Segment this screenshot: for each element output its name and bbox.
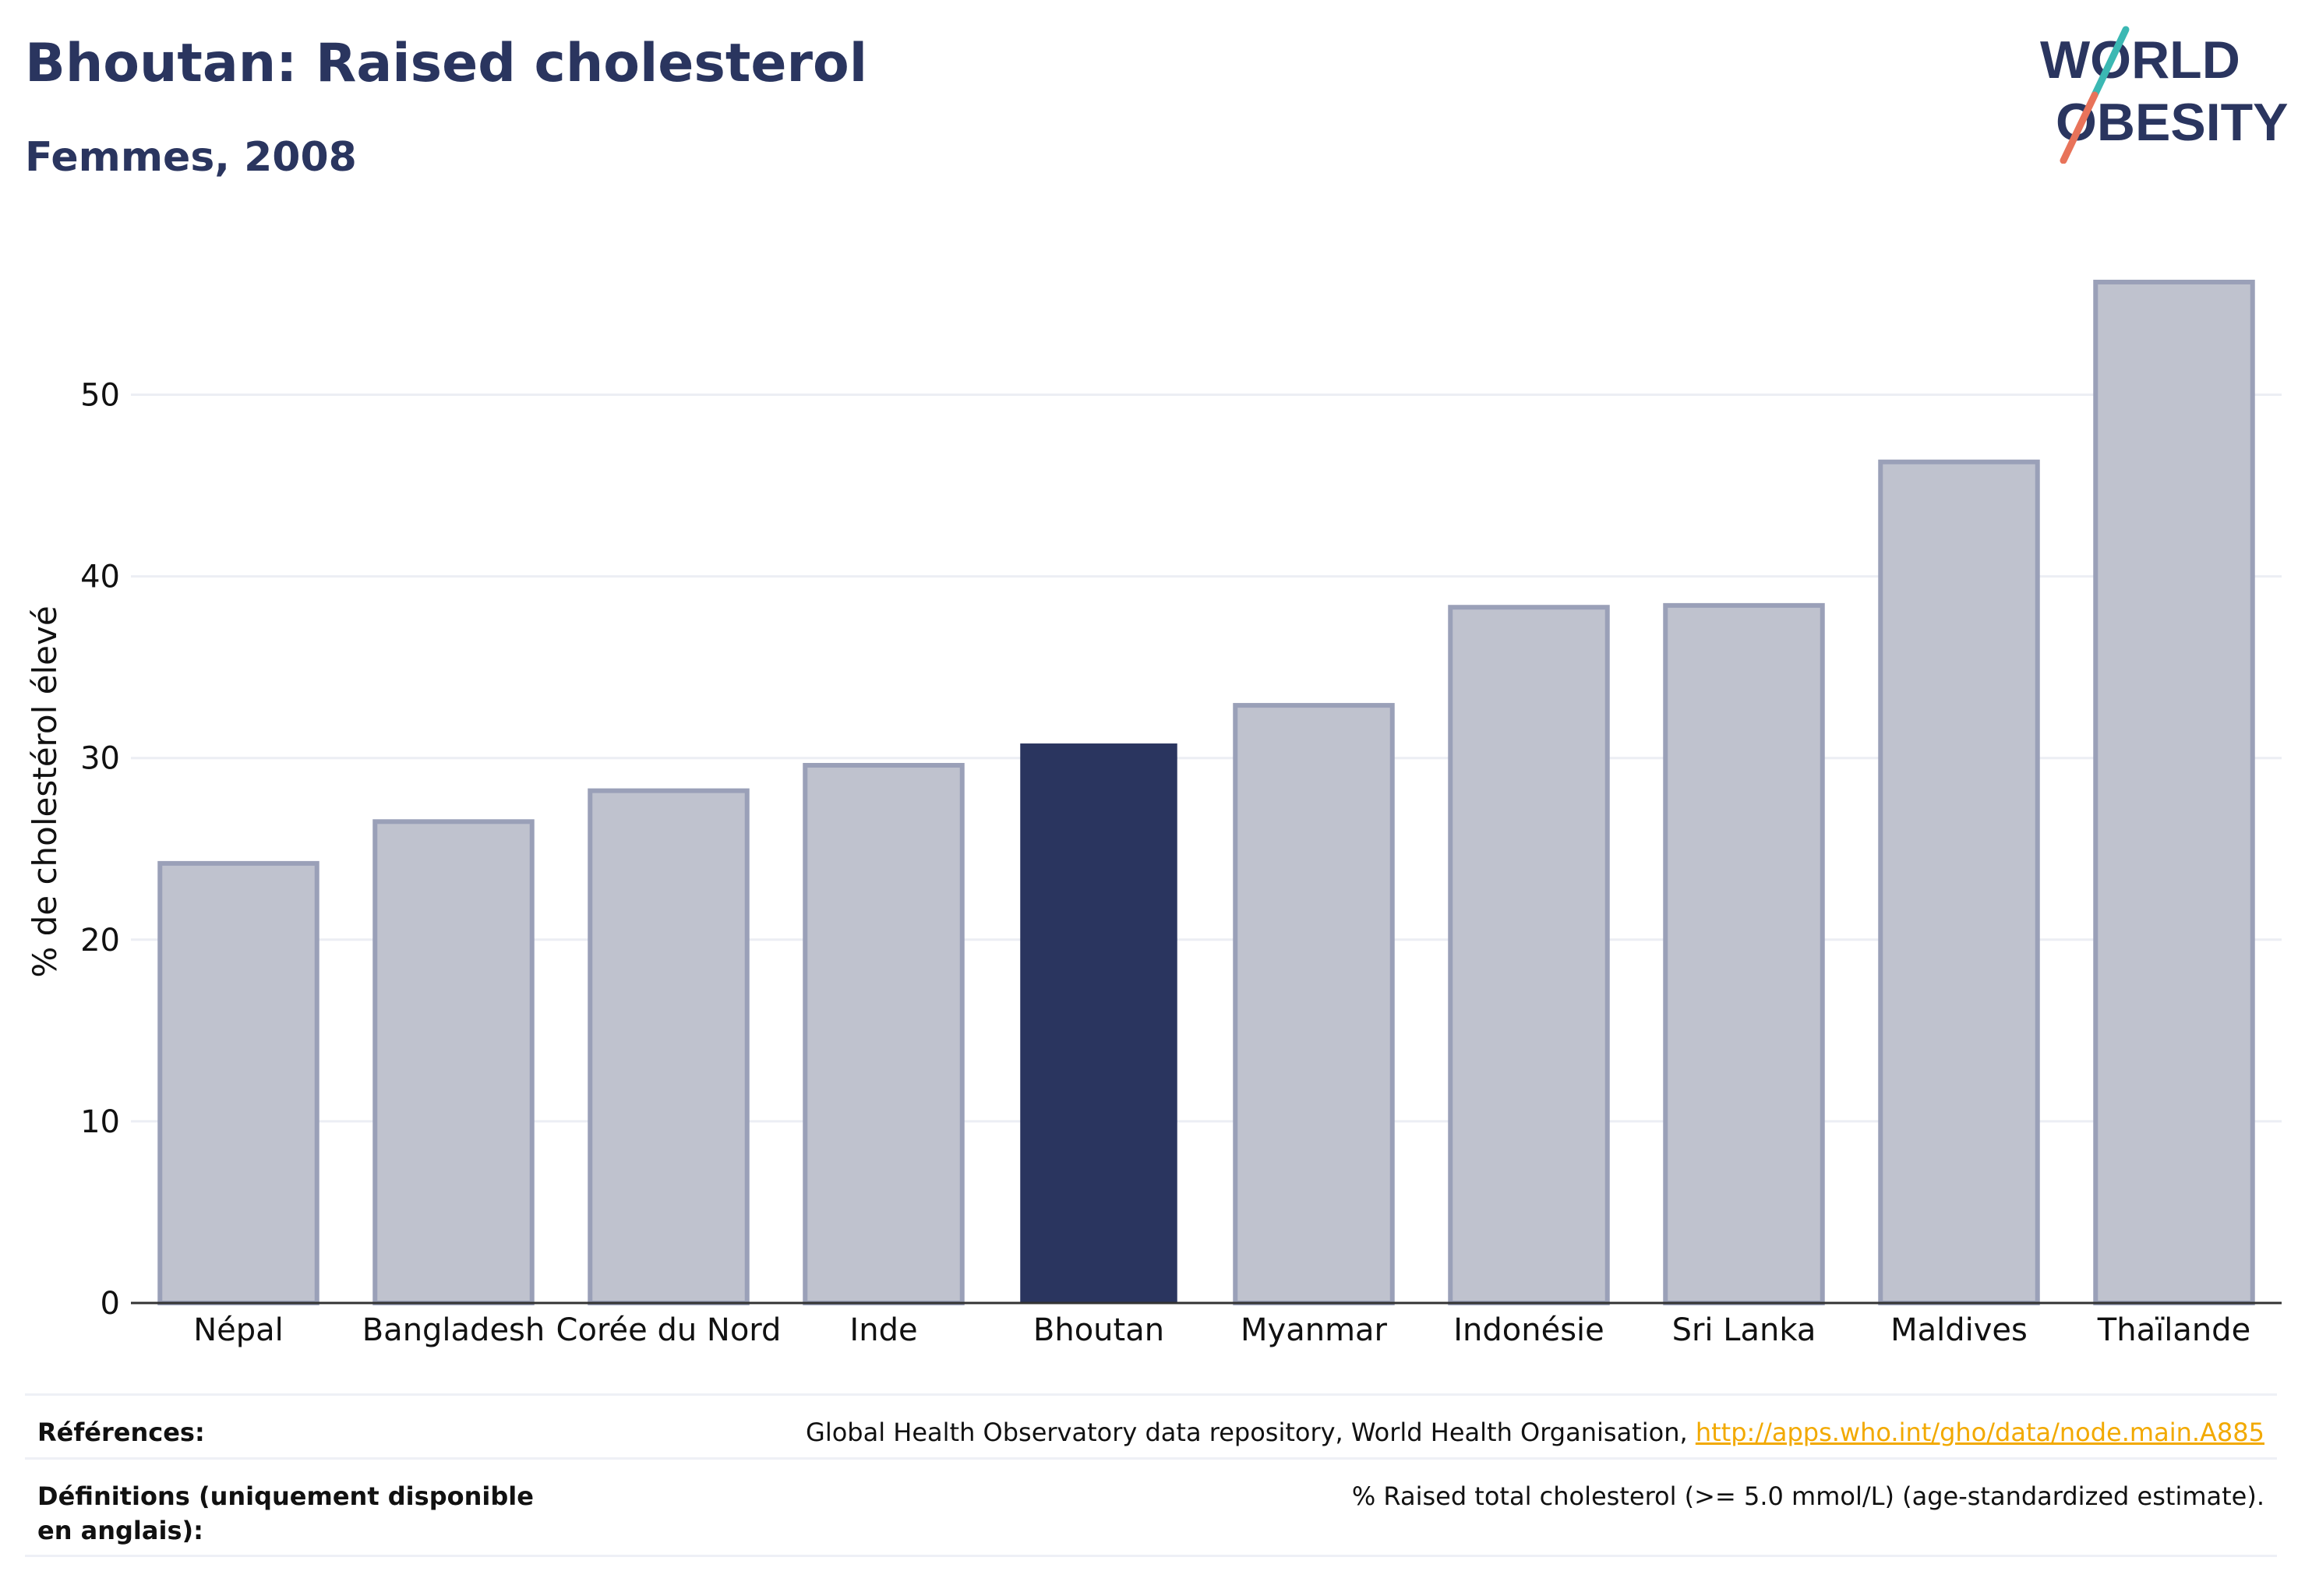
chart-subtitle: Femmes, 2008	[25, 134, 357, 181]
logo-line1: WORLD	[2040, 30, 2240, 90]
bar-bangladesh	[372, 819, 535, 1305]
world-obesity-logo: WORLD OBESITY	[2040, 26, 2289, 164]
x-category-label: Myanmar	[1241, 1312, 1388, 1348]
bar-cor-e-du-nord	[588, 788, 750, 1305]
bar-chart: 0 10 20 30 40 50 Népal Bangladesh Corée du Nord…	[26, 279, 2282, 1348]
bar-myanmar	[1233, 703, 1395, 1305]
bar-inde	[803, 763, 965, 1305]
x-category-label: Thaïlande	[2097, 1312, 2250, 1348]
references-value: Global Health Observatory data repositor…	[806, 1415, 2264, 1449]
y-axis-title: % de cholestérol élevé	[26, 606, 64, 977]
footer-divider-middle	[25, 1457, 2277, 1460]
y-tick-label: 10	[80, 1104, 120, 1140]
definitions-label: Définitions (uniquement disponible en an…	[37, 1481, 534, 1545]
x-axis-categories: Népal Bangladesh Corée du Nord Inde Bhoutan M…	[193, 1312, 2250, 1348]
logo-slash-coral	[2060, 91, 2099, 164]
y-tick-label: 50	[80, 377, 120, 413]
references-label: Références:	[37, 1418, 205, 1447]
x-category-label: Indonésie	[1453, 1312, 1604, 1348]
y-tick-label: 40	[80, 560, 120, 595]
x-category-label: Bangladesh	[362, 1312, 545, 1348]
definitions-value: % Raised total cholesterol (>= 5.0 mmol/…	[1351, 1481, 2264, 1511]
x-category-label: Corée du Nord	[556, 1312, 782, 1348]
bar-maldives	[1878, 459, 2040, 1305]
bars	[157, 279, 2255, 1305]
footer-divider-bottom	[25, 1555, 2277, 1557]
x-category-label: Sri Lanka	[1672, 1312, 1816, 1348]
x-category-label: Bhoutan	[1033, 1312, 1164, 1348]
bar-sri-lanka	[1663, 602, 1825, 1305]
references-text: Global Health Observatory data repositor…	[806, 1418, 1696, 1447]
logo-slash-teal	[2091, 26, 2130, 99]
bar-n-pal	[157, 860, 319, 1305]
y-axis-ticks: 0 10 20 30 40 50	[80, 377, 120, 1322]
bar-indon-sie	[1448, 605, 1610, 1305]
references-link[interactable]: http://apps.who.int/gho/data/node.main.A…	[1695, 1418, 2264, 1447]
bar-bhoutan	[1020, 743, 1177, 1303]
chart-title: Bhoutan: Raised cholesterol	[25, 33, 868, 94]
x-category-label: Népal	[193, 1312, 284, 1348]
x-category-label: Maldives	[1890, 1312, 2028, 1348]
y-tick-label: 30	[80, 741, 120, 777]
bar-tha-lande	[2093, 279, 2255, 1305]
footer-divider-top	[25, 1393, 2277, 1396]
y-tick-label: 0	[101, 1286, 120, 1322]
y-tick-label: 20	[80, 923, 120, 959]
x-category-label: Inde	[849, 1312, 917, 1348]
